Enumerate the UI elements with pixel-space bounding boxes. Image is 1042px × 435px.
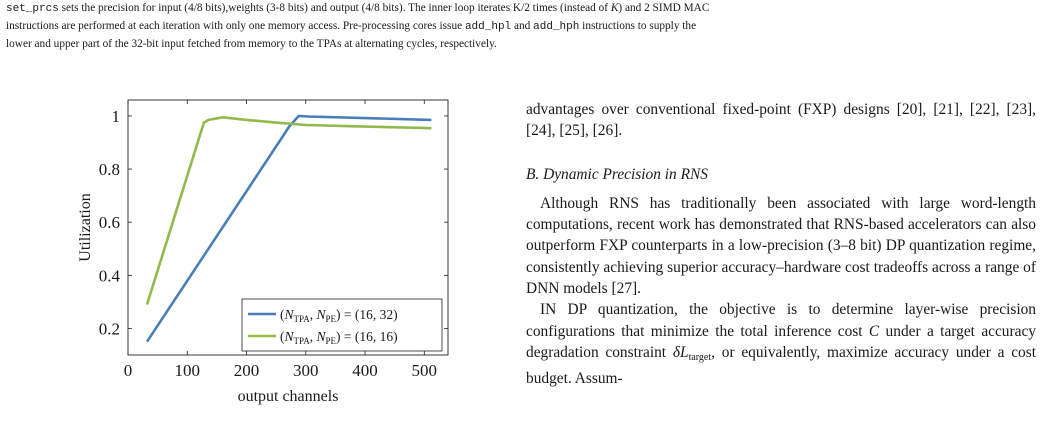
plot-frame: [127, 99, 449, 356]
paragraph-2: Although RNS has traditionally been asso…: [526, 194, 1036, 298]
legend-text-part: ,: [310, 307, 317, 322]
symbol-target-subscript: target: [688, 351, 712, 363]
paragraph-1: advantages over conventional fixed-point…: [526, 101, 1036, 140]
text-column: advantages over conventional fixed-point…: [526, 99, 1036, 390]
legend-box: [241, 298, 443, 352]
caption-line-2: instructions are performed at each itera…: [6, 18, 1036, 36]
x-axis-label: output channels: [238, 388, 339, 405]
legend-text-part: (: [280, 329, 285, 344]
symbol-c: C: [868, 322, 880, 340]
x-tick-label: 200: [234, 361, 260, 380]
code-add-hph: add_hph: [533, 21, 580, 33]
paragraph-3-text: under a target accuracy degradation cons…: [526, 322, 1036, 361]
legend-symbol-n: N: [284, 329, 295, 344]
x-tick-label: 300: [293, 361, 319, 380]
symbol-delta-l: δL: [672, 343, 689, 361]
caption-text: ) and 2 SIMD MAC: [618, 2, 710, 14]
x-tick-label: 0: [124, 361, 133, 380]
paragraph-3: IN DP quantization, the objective is to …: [526, 299, 1036, 389]
paragraph-3-text: , or equivalently, maximize accuracy und…: [526, 343, 1036, 388]
x-tick-label: 100: [175, 361, 201, 380]
series-line-2: [145, 116, 432, 305]
y-tick-label: 0.4: [99, 266, 121, 285]
section-heading: B. Dynamic Precision in RNS: [526, 165, 708, 183]
y-tick-label: 0.8: [99, 160, 120, 179]
caption-var-k: K: [610, 2, 619, 14]
legend-symbol-n: N: [315, 329, 326, 344]
x-tick-label: 500: [412, 361, 438, 380]
x-tick-label: 400: [352, 361, 378, 380]
caption-text: instructions are performed at each itera…: [6, 20, 465, 32]
legend-text-part: PE: [325, 336, 336, 346]
legend-text-part: (: [280, 307, 285, 322]
legend-symbol-n: N: [284, 307, 295, 322]
legend-text-part: PE: [325, 314, 336, 324]
caption-text: instructions to supply the: [579, 20, 697, 32]
legend-text-part: ,: [310, 329, 317, 344]
legend-symbol-n: N: [315, 307, 326, 322]
y-tick-label: 0.6: [99, 213, 120, 232]
utilization-chart: 0 100 200 300 400 500 0.2 0.4 0.6 0.8 1 output chan…: [77, 99, 449, 405]
legend-text-part: ) = (16, 16): [336, 329, 398, 344]
paragraph-3-text: IN DP quantization, the objective is to …: [526, 301, 1036, 340]
y-axis-label: Utilization: [77, 193, 94, 261]
legend-entry-1: (NTPA, NPE) = (16, 32): [280, 307, 398, 324]
code-add-hpl: add_hpl: [464, 21, 512, 33]
series-line-1: [145, 114, 432, 343]
legend-text-part: TPA: [294, 314, 311, 324]
caption-text: and: [511, 20, 534, 32]
legend-entry-2: (NTPA, NPE) = (16, 16): [280, 329, 398, 346]
y-tick-label: 0.2: [99, 319, 120, 338]
legend-text-part: ) = (16, 32): [336, 307, 398, 322]
figure-caption: set_prcs sets the precision for input (4…: [6, 0, 1036, 53]
caption-text: sets the precision for input (4/8 bits),…: [58, 2, 611, 14]
caption-line-1: set_prcs sets the precision for input (4…: [6, 0, 1036, 18]
caption-line-3: lower and upper part of the 32-bit input…: [6, 38, 497, 50]
y-tick-label: 1: [112, 107, 121, 126]
code-set-prcs: set_prcs: [6, 3, 59, 15]
legend-text-part: TPA: [294, 336, 311, 346]
